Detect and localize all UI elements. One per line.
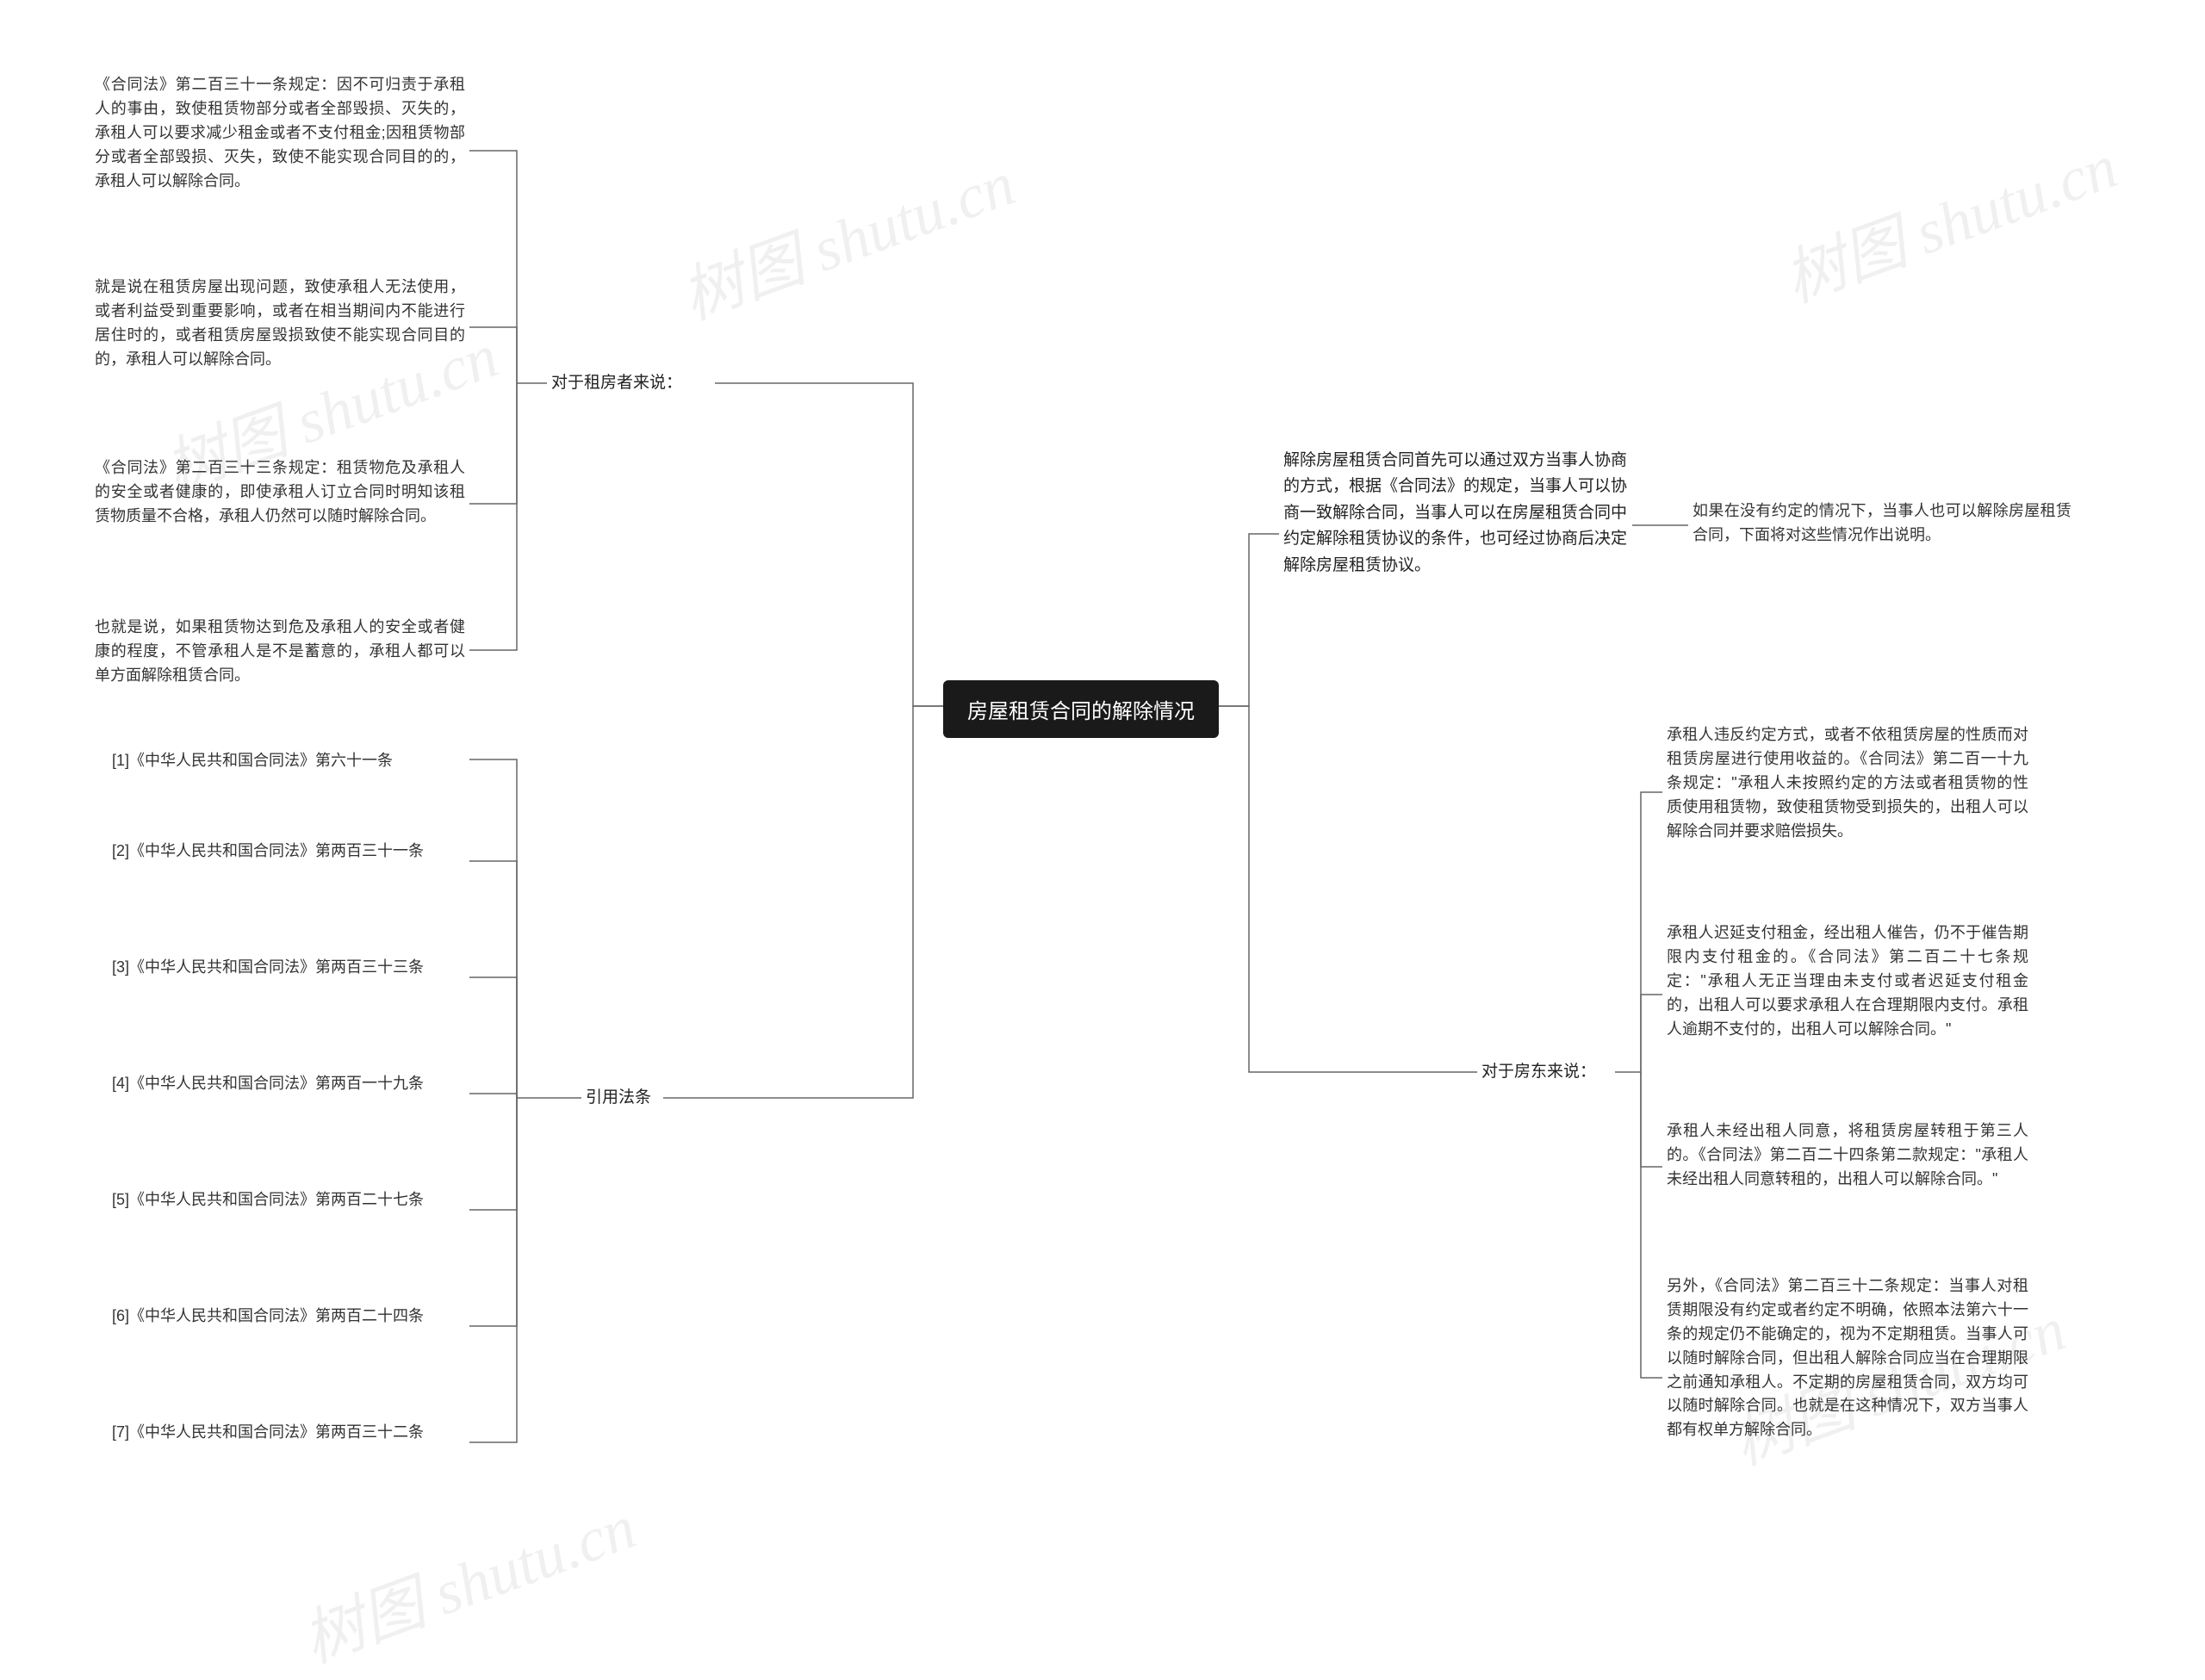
left-branch-tenant[interactable]: 对于租房者来说： [551,370,682,396]
leaf-text: [4]《中华人民共和国合同法》第两百一十九条 [112,1075,424,1092]
leaf-text: 《合同法》第二百三十一条规定：因不可归责于承租人的事由，致使租赁物部分或者全部毁… [95,76,465,189]
leaf-text: 承租人未经出租人同意，将租赁房屋转租于第三人的。《合同法》第二百二十四条第二款规… [1667,1122,2028,1187]
leaf-text: 承租人迟延支付租金，经出租人催告，仍不于催告期限内支付租金的。《合同法》第二百二… [1667,924,2028,1038]
landlord-leaf-3[interactable]: 承租人未经出租人同意，将租赁房屋转租于第三人的。《合同法》第二百二十四条第二款规… [1667,1119,2028,1192]
citation-leaf-2[interactable]: [2]《中华人民共和国合同法》第两百三十一条 [112,840,465,864]
watermark: 树图 shutu.cn [288,1476,646,1680]
landlord-leaf-4[interactable]: 另外，《合同法》第二百三十二条规定：当事人对租赁期限没有约定或者约定不明确，依照… [1667,1274,2028,1442]
citation-leaf-3[interactable]: [3]《中华人民共和国合同法》第两百三十三条 [112,956,465,980]
landlord-leaf-1[interactable]: 承租人违反约定方式，或者不依租赁房屋的性质而对租赁房屋进行使用收益的。《合同法》… [1667,723,2028,843]
citation-leaf-1[interactable]: [1]《中华人民共和国合同法》第六十一条 [112,749,465,773]
leaf-text: 《合同法》第二百三十三条规定：租赁物危及承租人的安全或者健康的，即使承租人订立合… [95,459,465,524]
mindmap-root[interactable]: 房屋租赁合同的解除情况 [943,680,1219,738]
root-label: 房屋租赁合同的解除情况 [967,694,1195,724]
leaf-text: 如果在没有约定的情况下，当事人也可以解除房屋租赁合同，下面将对这些情况作出说明。 [1693,502,2071,543]
right-branch-landlord[interactable]: 对于房东来说： [1481,1059,1596,1085]
node-label: 引用法条 [586,1088,651,1107]
right-branch-negotiation[interactable]: 解除房屋租赁合同首先可以通过双方当事人协商的方式，根据《合同法》的规定，当事人可… [1283,448,1628,579]
node-text: 解除房屋租赁合同首先可以通过双方当事人协商的方式，根据《合同法》的规定，当事人可… [1283,451,1627,574]
leaf-text: 也就是说，如果租赁物达到危及承租人的安全或者健康的程度，不管承租人是不是蓄意的，… [95,618,465,684]
leaf-text: [5]《中华人民共和国合同法》第两百二十七条 [112,1191,424,1208]
landlord-leaf-2[interactable]: 承租人迟延支付租金，经出租人催告，仍不于催告期限内支付租金的。《合同法》第二百二… [1667,921,2028,1041]
citation-leaf-5[interactable]: [5]《中华人民共和国合同法》第两百二十七条 [112,1188,465,1212]
tenant-leaf-2[interactable]: 就是说在租赁房屋出现问题，致使承租人无法使用，或者利益受到重要影响，或者在相当期… [95,276,465,372]
leaf-text: 另外，《合同法》第二百三十二条规定：当事人对租赁期限没有约定或者约定不明确，依照… [1667,1277,2028,1438]
watermark: 树图 shutu.cn [667,133,1025,337]
tenant-leaf-3[interactable]: 《合同法》第二百三十三条规定：租赁物危及承租人的安全或者健康的，即使承租人订立合… [95,456,465,529]
right-branch-negotiation-leaf[interactable]: 如果在没有约定的情况下，当事人也可以解除房屋租赁合同，下面将对这些情况作出说明。 [1693,499,2071,548]
watermark: 树图 shutu.cn [1769,115,2127,319]
leaf-text: [1]《中华人民共和国合同法》第六十一条 [112,752,393,769]
leaf-text: [6]《中华人民共和国合同法》第两百二十四条 [112,1307,424,1324]
tenant-leaf-1[interactable]: 《合同法》第二百三十一条规定：因不可归责于承租人的事由，致使租赁物部分或者全部毁… [95,73,465,193]
node-label: 对于房东来说： [1481,1063,1596,1081]
leaf-text: [3]《中华人民共和国合同法》第两百三十三条 [112,958,424,976]
leaf-text: 就是说在租赁房屋出现问题，致使承租人无法使用，或者利益受到重要影响，或者在相当期… [95,278,465,368]
citation-leaf-7[interactable]: [7]《中华人民共和国合同法》第两百三十二条 [112,1421,465,1445]
citation-leaf-6[interactable]: [6]《中华人民共和国合同法》第两百二十四条 [112,1305,465,1329]
tenant-leaf-4[interactable]: 也就是说，如果租赁物达到危及承租人的安全或者健康的程度，不管承租人是不是蓄意的，… [95,616,465,688]
leaf-text: [2]《中华人民共和国合同法》第两百三十一条 [112,842,424,859]
leaf-text: [7]《中华人民共和国合同法》第两百三十二条 [112,1423,424,1441]
citation-leaf-4[interactable]: [4]《中华人民共和国合同法》第两百一十九条 [112,1072,465,1096]
node-label: 对于租房者来说： [551,374,682,392]
left-branch-citations[interactable]: 引用法条 [586,1085,651,1111]
leaf-text: 承租人违反约定方式，或者不依租赁房屋的性质而对租赁房屋进行使用收益的。《合同法》… [1667,726,2028,840]
